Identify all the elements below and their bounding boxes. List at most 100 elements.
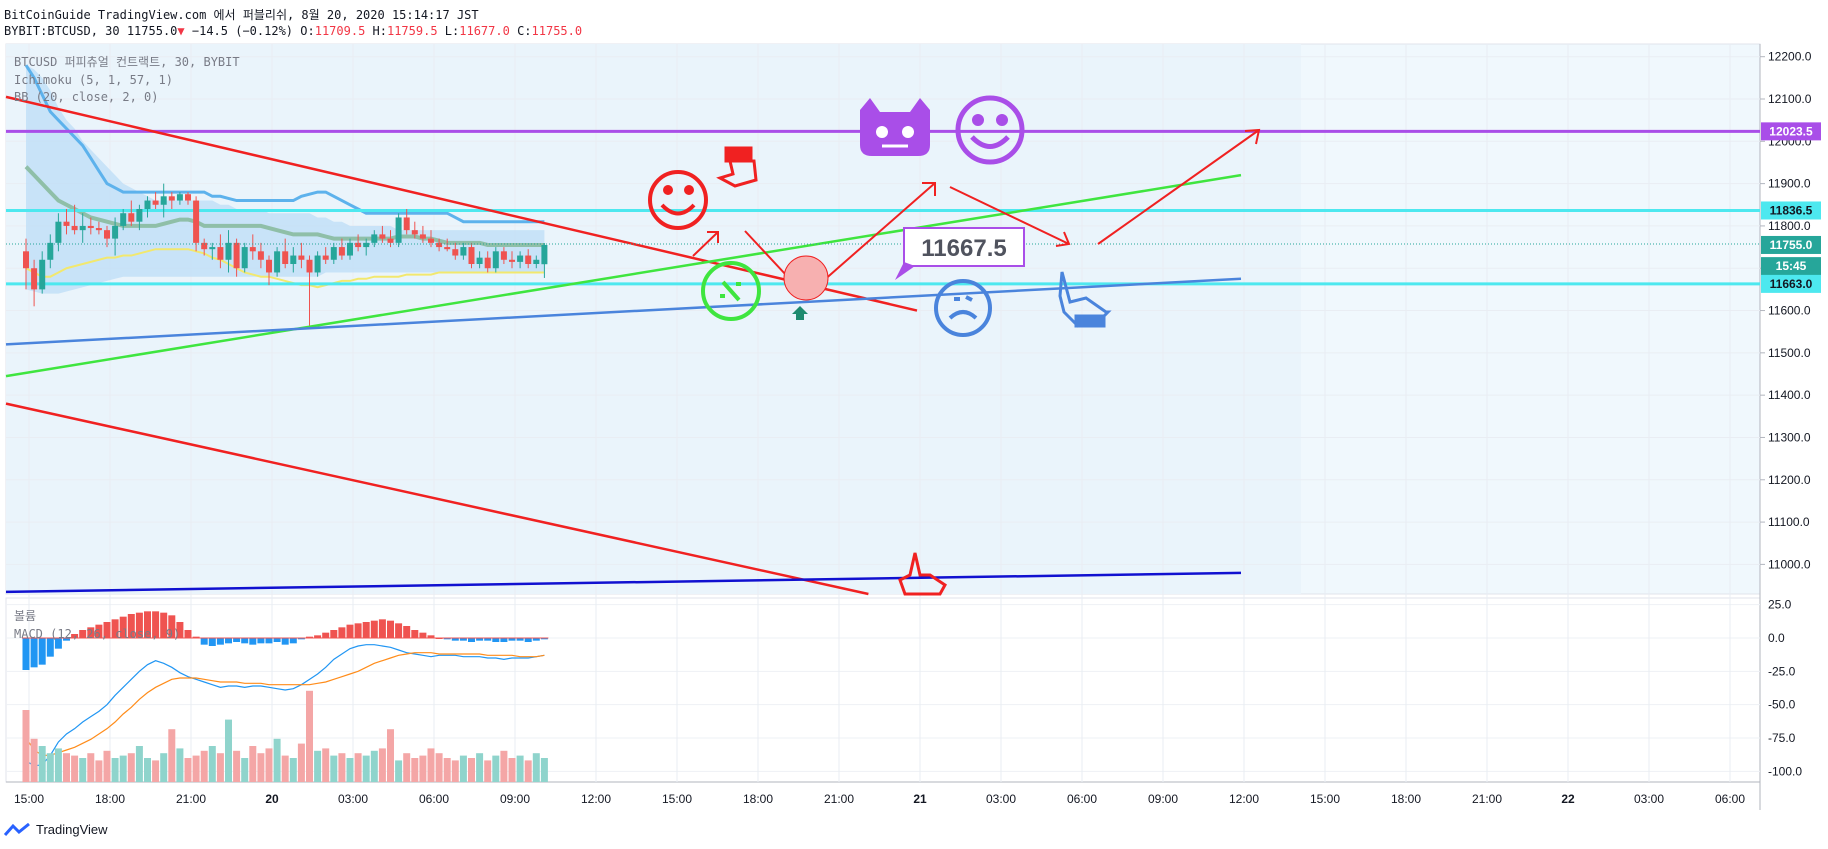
- x-tick-label: 15:00: [662, 792, 692, 806]
- macd-hist-bar: [281, 638, 289, 645]
- candle-body: [541, 244, 548, 265]
- smiley-blue-icon: [934, 279, 992, 337]
- volume-bar: [484, 760, 492, 782]
- trendlines[interactable]: [5, 95, 1242, 596]
- volume-bar: [95, 760, 103, 782]
- volume-bar: [241, 758, 249, 782]
- candle-body: [23, 251, 29, 269]
- candle-body: [379, 234, 386, 239]
- volume-bar: [330, 755, 338, 782]
- price-label-text: 15:45: [1776, 259, 1807, 273]
- candle-body: [120, 213, 127, 226]
- low-label: L:: [444, 24, 460, 38]
- price-label-box: [1761, 201, 1821, 220]
- macd-hist-bar: [127, 614, 135, 638]
- macd-hist-bar: [241, 638, 249, 644]
- macd-hist-bar: [46, 638, 54, 657]
- macd-hist-bar: [103, 622, 111, 638]
- x-tick-label: 03:00: [338, 792, 368, 806]
- candle-body: [428, 238, 434, 243]
- candle-body: [136, 209, 143, 222]
- legend-main: BTCUSD 퍼피츄얼 컨트랙트, 30, BYBIT: [14, 55, 240, 69]
- footer-brand-label: TradingView: [36, 822, 108, 837]
- candle-body: [355, 242, 362, 248]
- macd-hist-bar: [160, 612, 168, 638]
- macd-hist-bar: [492, 638, 500, 642]
- macd-tick-label: 25.0: [1768, 598, 1792, 612]
- legend-volume: 볼륨: [14, 609, 36, 623]
- pointing-hand-red-icon: [716, 146, 758, 188]
- volume-bar: [208, 746, 216, 782]
- volume-bar: [54, 748, 62, 782]
- candle-body: [509, 259, 515, 262]
- macd-tick-label: -50.0: [1768, 698, 1796, 712]
- target-marker-icon: [783, 255, 829, 301]
- candle-body: [525, 255, 532, 264]
- volume-bar: [200, 750, 208, 782]
- macd-hist-bar: [257, 638, 265, 644]
- macd-tick-label: -100.0: [1768, 764, 1802, 778]
- macd-hist-bar: [265, 638, 273, 644]
- macd-hist-bar: [411, 630, 419, 638]
- volume-bar: [306, 690, 313, 782]
- macd-hist-bar: [306, 636, 313, 638]
- x-tick-label: 22: [1561, 792, 1575, 806]
- volume-bar: [508, 758, 516, 782]
- candle-body: [104, 230, 110, 239]
- macd-hist-bar: [111, 619, 119, 638]
- candle-body: [290, 255, 297, 264]
- macd-hist-bar: [289, 638, 297, 644]
- arrow-up-3: [1097, 128, 1261, 245]
- candle-body: [436, 242, 443, 248]
- volume-bar: [370, 750, 378, 782]
- volume-bar: [225, 719, 232, 782]
- volume-bar: [233, 750, 241, 782]
- x-tick-label: 03:00: [1634, 792, 1664, 806]
- candle-body: [411, 230, 418, 235]
- candle-body: [330, 247, 337, 260]
- macd-hist-bar: [95, 624, 103, 638]
- x-tick-label: 06:00: [419, 792, 449, 806]
- annotation-callout[interactable]: 11667.5: [895, 227, 1025, 280]
- y-tick-label: 11400.0: [1768, 388, 1811, 402]
- y-tick-label: 11600.0: [1768, 304, 1811, 318]
- candle-body: [185, 194, 191, 201]
- x-tick-label: 18:00: [95, 792, 125, 806]
- volume-bar: [135, 746, 143, 782]
- volume-bar: [362, 755, 370, 782]
- macd-hist-bar: [71, 634, 79, 638]
- price-label-text: 12023.5: [1769, 124, 1813, 138]
- x-tick-label: 09:00: [500, 792, 530, 806]
- volume-bar: [443, 758, 451, 782]
- legend-bb: BB (20, close, 2, 0): [14, 90, 159, 104]
- x-tick-label: 18:00: [1391, 792, 1421, 806]
- arrow-up-1: [692, 231, 719, 257]
- macd-hist-bar: [192, 636, 200, 638]
- y-tick-label: 11500.0: [1768, 346, 1811, 360]
- footer-brand[interactable]: TradingView: [4, 822, 108, 837]
- trendline-navy: [5, 571, 1242, 594]
- candle-body: [71, 225, 78, 231]
- macd-hist-bar: [451, 638, 459, 641]
- volume-bar: [257, 753, 265, 782]
- y-tick-label: 11300.0: [1768, 430, 1811, 444]
- macd-hist-bar: [338, 627, 346, 638]
- volume-bar: [346, 758, 354, 782]
- macd-hist-bar: [387, 620, 394, 638]
- macd-hist-bar: [468, 638, 475, 642]
- arrow-down-2: [949, 186, 1071, 247]
- volume-bar: [500, 750, 508, 782]
- price-label-text: 11836.5: [1770, 203, 1813, 217]
- volume-bar: [532, 753, 540, 782]
- volume-bar: [395, 760, 403, 782]
- macd-hist-bar: [516, 638, 524, 641]
- macd-hist-bar: [216, 638, 224, 645]
- trendline-red-lower: [5, 402, 869, 596]
- time-axis[interactable]: 15:00 18:00 21:00 20 03:00 06:00 09:00 12:00 15:…: [14, 792, 1745, 806]
- candles: [23, 183, 548, 328]
- macd-hist-bar: [427, 635, 435, 638]
- macd-hist-bar: [443, 638, 451, 640]
- ohlc-line: BYBIT:BTCUSD, 30 11755.0▼ −14.5 (−0.12%)…: [4, 24, 582, 38]
- macd-hist-bar: [249, 638, 257, 645]
